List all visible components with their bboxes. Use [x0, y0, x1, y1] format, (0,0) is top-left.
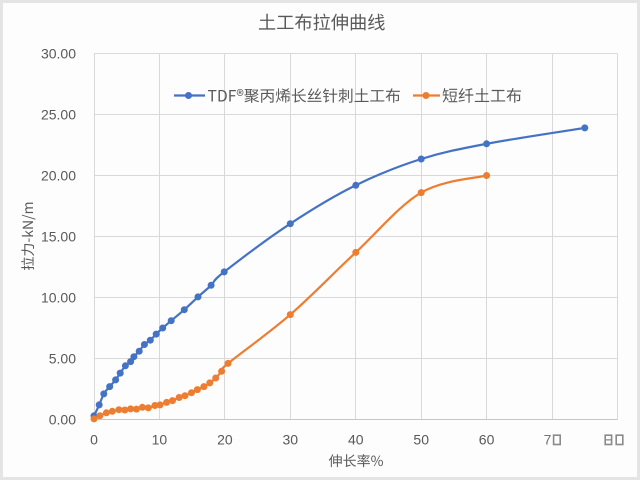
- svg-text:10: 10: [152, 432, 168, 448]
- svg-text:20.00: 20.00: [41, 168, 76, 184]
- svg-text:20: 20: [217, 432, 233, 448]
- svg-text:40: 40: [348, 432, 364, 448]
- svg-text:0: 0: [90, 432, 98, 448]
- svg-text:30.00: 30.00: [41, 46, 76, 62]
- svg-text:50: 50: [413, 432, 429, 448]
- svg-text:15.00: 15.00: [41, 229, 76, 245]
- svg-text:25.00: 25.00: [41, 107, 76, 123]
- svg-text:10.00: 10.00: [41, 290, 76, 306]
- svg-text:5.00: 5.00: [49, 351, 76, 367]
- svg-text:0.00: 0.00: [49, 412, 76, 428]
- svg-text:30: 30: [283, 432, 299, 448]
- svg-text:7: 7: [544, 432, 552, 448]
- svg-text:60: 60: [479, 432, 495, 448]
